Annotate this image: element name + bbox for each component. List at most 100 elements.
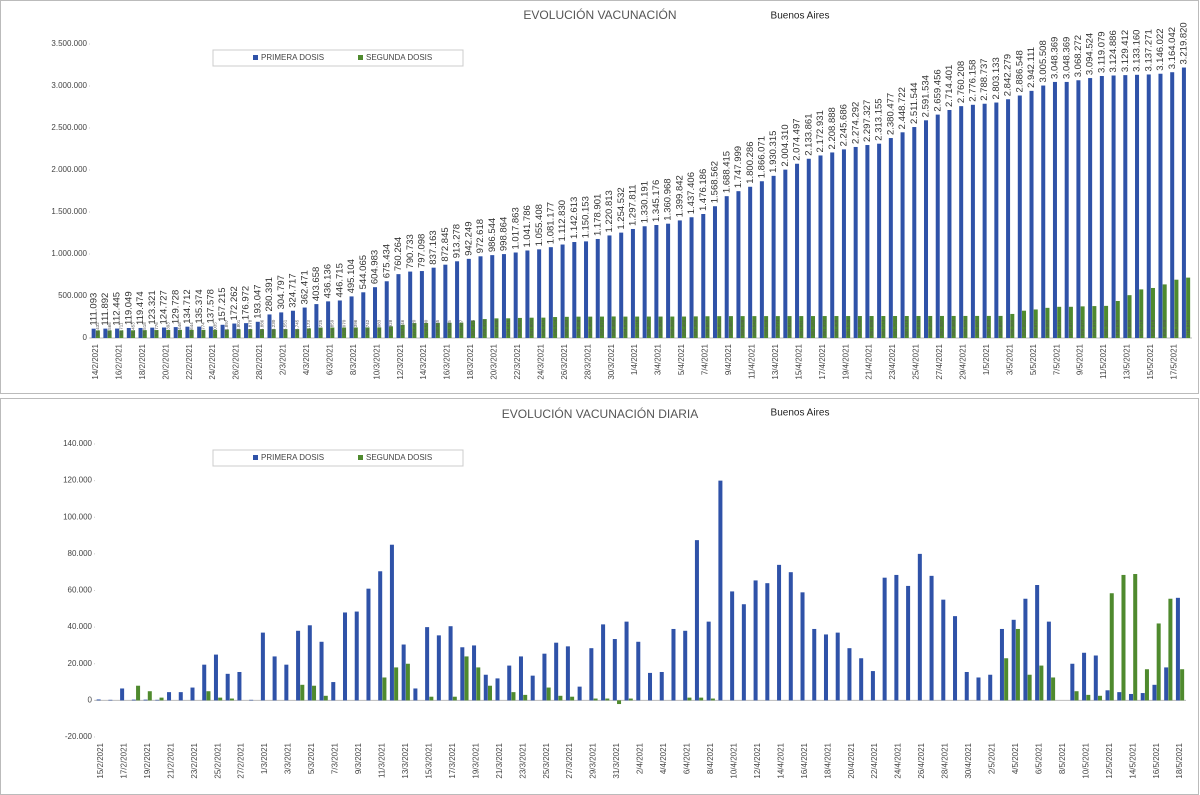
x-tick-label: 14/3/2021 <box>419 343 428 379</box>
data-label: 544.065 <box>358 255 369 289</box>
data-label: 125.742 <box>365 319 370 336</box>
bar <box>429 696 434 701</box>
bar <box>917 553 922 701</box>
data-label: 376.477 <box>1080 319 1085 336</box>
data-label: 112.445 <box>112 292 123 326</box>
x-tick-label: 27/3/2021 <box>565 742 574 778</box>
data-label: 3.068.272 <box>1073 35 1084 77</box>
bar <box>619 232 624 338</box>
legend-swatch <box>253 455 258 460</box>
data-label: 257.399 <box>693 319 698 336</box>
data-label: 604.983 <box>370 250 381 284</box>
bar <box>1139 289 1144 338</box>
bar <box>142 330 147 338</box>
bar <box>1115 300 1120 338</box>
bar <box>788 572 793 701</box>
bar <box>361 292 366 338</box>
bar <box>869 316 874 338</box>
bar <box>300 684 305 701</box>
x-tick-label: 14/4/2021 <box>776 742 785 778</box>
data-label: 105.745 <box>294 319 299 336</box>
data-label: 1.800.286 <box>745 142 756 184</box>
data-label: 93.518 <box>142 322 147 336</box>
bar <box>517 317 522 338</box>
bar <box>1088 78 1093 338</box>
bar <box>853 146 858 338</box>
bar <box>1128 693 1133 701</box>
y-tick-label: 2.500.000 <box>51 123 87 132</box>
data-label: 254.820 <box>623 319 628 336</box>
bar <box>382 677 387 701</box>
x-tick-label: 16/4/2021 <box>800 742 809 778</box>
bar <box>1070 663 1075 701</box>
y-tick-label: 3.500.000 <box>51 39 87 48</box>
bar <box>537 249 542 338</box>
data-label: 262.045 <box>916 319 921 336</box>
bar <box>490 255 495 338</box>
bar <box>1057 306 1062 338</box>
data-label: 138.928 <box>388 319 393 336</box>
data-label: 262.463 <box>951 319 956 336</box>
bar <box>635 316 640 338</box>
x-tick-label: 4/4/2021 <box>659 742 668 774</box>
bar <box>306 328 311 338</box>
bar <box>1093 655 1098 701</box>
bar <box>260 632 265 701</box>
bar <box>1111 75 1116 338</box>
data-label: 260.841 <box>787 319 792 336</box>
data-label: 2.776.158 <box>968 60 979 102</box>
data-label: 2.448.722 <box>897 87 908 129</box>
data-label: 371.477 <box>1068 319 1073 336</box>
bar <box>495 678 500 701</box>
bar <box>881 316 886 338</box>
x-tick-label: 26/3/2021 <box>560 343 569 379</box>
bar <box>752 316 757 338</box>
bar <box>736 191 741 338</box>
bar <box>377 327 382 338</box>
bar <box>131 699 136 701</box>
bar <box>929 575 934 701</box>
x-tick-label: 7/3/2021 <box>331 742 340 774</box>
data-label: 1.399.842 <box>674 175 685 217</box>
bar <box>988 674 993 701</box>
x-tick-label: 16/3/2021 <box>443 343 452 379</box>
chart-subtitle: Buenos Aires <box>771 408 830 419</box>
x-tick-label: 3/5/2021 <box>1005 343 1014 375</box>
data-label: 638.088 <box>1162 319 1167 336</box>
data-label: 97.035 <box>212 322 217 336</box>
x-tick-label: 15/4/2021 <box>794 343 803 379</box>
bar <box>136 685 141 701</box>
data-label: 105.551 <box>283 319 288 336</box>
bar <box>155 699 160 701</box>
data-label: 2.788.737 <box>979 58 990 100</box>
data-label: 3.119.079 <box>1096 31 1107 73</box>
x-tick-label: 25/3/2021 <box>542 742 551 778</box>
bar <box>396 274 401 338</box>
bar <box>718 480 723 701</box>
data-label: 176.972 <box>241 286 252 320</box>
bar <box>548 247 553 338</box>
data-label: 183.427 <box>459 319 464 336</box>
bar <box>775 316 780 338</box>
bar <box>476 667 481 701</box>
bar <box>830 152 835 338</box>
data-label: 446.715 <box>334 263 345 297</box>
bar <box>1181 67 1186 338</box>
bar <box>259 329 264 338</box>
data-label: 2.133.861 <box>803 113 814 155</box>
bar <box>671 628 676 701</box>
bar <box>1117 692 1122 701</box>
x-tick-label: 14/5/2021 <box>1128 742 1137 778</box>
bar <box>975 315 980 338</box>
bar <box>1104 305 1109 338</box>
data-label: 255.392 <box>670 319 675 336</box>
bar <box>699 697 704 701</box>
data-label: 325.092 <box>1021 319 1026 336</box>
y-tick-label: 0 <box>88 695 93 704</box>
data-label: 125.396 <box>353 319 358 336</box>
x-tick-label: 18/4/2021 <box>823 742 832 778</box>
legend-box <box>212 49 464 67</box>
bar <box>740 316 745 338</box>
bar <box>812 628 817 701</box>
x-tick-label: 15/5/2021 <box>1146 343 1155 379</box>
